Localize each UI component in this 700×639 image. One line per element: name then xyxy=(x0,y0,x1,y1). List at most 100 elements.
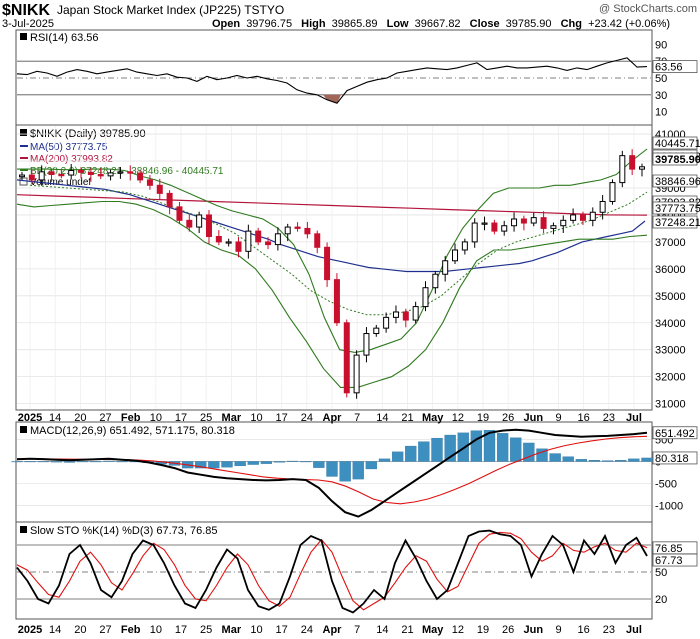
rsi-legend: RSI(14) 63.56 xyxy=(20,32,98,44)
macd-hist-bar xyxy=(286,460,299,462)
price-x-label: 17 xyxy=(175,412,187,424)
rsi-line xyxy=(16,57,648,104)
marks-layer xyxy=(11,57,653,614)
macd-hist-bar xyxy=(195,461,207,469)
macd-badge: 651.492 xyxy=(655,428,695,440)
candle-up xyxy=(639,166,645,170)
candle-down xyxy=(304,227,311,235)
candle-down xyxy=(146,179,153,186)
candle-down xyxy=(294,226,301,229)
price-badge-box xyxy=(652,174,698,188)
sto-x-label: Jul xyxy=(626,624,642,636)
candle-up xyxy=(471,222,478,243)
price-legend: $NIKK (Daily) 39785.90 MA(50) 37773.75 M… xyxy=(19,128,224,188)
price-badge: 37248.21 xyxy=(655,217,700,229)
candle-down xyxy=(87,171,94,176)
sto-d-badge: 76.85 xyxy=(655,543,683,555)
price-x-label: 2025 xyxy=(18,412,42,424)
macd-hist-bar xyxy=(50,461,63,463)
macd-hist-bar xyxy=(365,461,378,470)
bb-lower-line xyxy=(16,200,648,388)
candle-down xyxy=(48,171,55,176)
candle-down xyxy=(156,184,163,194)
price-x-label: Mar xyxy=(222,412,242,424)
high-value: 39865.89 xyxy=(332,18,378,30)
macd-hist-bar xyxy=(326,461,338,477)
candle-down xyxy=(166,192,173,208)
candle-up xyxy=(481,222,488,225)
candle-up xyxy=(560,219,567,227)
macd-legend-text: MACD(12,26,9) 651.492, 571.175, 80.318 xyxy=(30,425,235,437)
sto-x-label: 19 xyxy=(477,624,489,636)
price-badge-box xyxy=(652,201,698,215)
sto-x-label: 24 xyxy=(301,624,313,636)
macd-hist-bar xyxy=(470,430,483,462)
macd-hist-bar xyxy=(378,458,391,462)
candle-up xyxy=(609,182,616,202)
sto-x-label: 25 xyxy=(200,624,212,636)
candle-down xyxy=(579,214,586,221)
price-x-label: 19 xyxy=(477,412,489,424)
sto-x-label: 27 xyxy=(99,624,111,636)
stochastic-panel xyxy=(15,521,653,620)
rsi-panel xyxy=(15,29,653,126)
macd-hist-badge-box xyxy=(652,451,698,465)
price-y-tick: 32000 xyxy=(655,372,686,384)
price-x-label: 10 xyxy=(250,412,262,424)
sto-legend-text: Slow STO %K(14) %D(3) 67.73, 76.85 xyxy=(30,525,218,537)
candle-down xyxy=(265,241,272,246)
candle-up xyxy=(196,214,203,228)
sto-x-label: 12 xyxy=(452,624,464,636)
candle-down xyxy=(540,217,547,229)
macd-hist-bar xyxy=(90,461,102,463)
macd-hist-bar xyxy=(234,461,246,467)
bb-mid-line xyxy=(29,184,648,316)
candle-down xyxy=(127,171,134,174)
price-badge-box xyxy=(652,152,698,166)
candle-up xyxy=(511,218,518,227)
macd-hist-badge: 80.318 xyxy=(655,453,689,465)
candle-up xyxy=(530,217,537,224)
macd-hist-bar xyxy=(273,461,286,463)
sto-x-label: Apr xyxy=(323,624,343,636)
price-x-label: 16 xyxy=(578,412,590,424)
price-badge: 40445.71 xyxy=(655,138,700,150)
sto-x-label: 20 xyxy=(74,624,86,636)
volume-legend-swatch xyxy=(19,177,28,186)
macd-hist-bar xyxy=(510,437,522,462)
sto-y-tick: 20 xyxy=(655,594,667,606)
open-label: Open xyxy=(212,18,240,30)
macd-hist-bar xyxy=(300,461,312,463)
candle-down xyxy=(314,233,321,248)
sto-x-label: 23 xyxy=(603,624,615,636)
ma200-legend-text: MA(200) 37993.82 xyxy=(30,154,113,165)
candle-up xyxy=(422,287,429,308)
candle-up xyxy=(452,249,459,262)
price-x-label: Jul xyxy=(626,412,642,424)
candle-down xyxy=(255,230,262,243)
candle-up xyxy=(225,241,232,244)
candle-up xyxy=(107,172,114,177)
macd-hist-bar xyxy=(536,448,548,462)
sto-x-label: 2025 xyxy=(18,624,42,636)
candle-down xyxy=(58,174,65,177)
volume-legend-text: Volume undef xyxy=(30,177,91,188)
ma200-line xyxy=(16,194,648,216)
candle-up xyxy=(284,226,291,235)
macd-hist-bar xyxy=(221,461,233,468)
candle-down xyxy=(28,174,35,181)
sto-k-badge-box xyxy=(652,553,698,567)
candle-up xyxy=(501,225,508,232)
macd-hist-bar xyxy=(24,461,36,463)
macd-hist-bar xyxy=(588,460,601,462)
candle-down xyxy=(343,322,350,394)
bb-upper-line xyxy=(17,148,648,353)
sto-x-label: 10 xyxy=(150,624,162,636)
macd-hist-bar xyxy=(615,460,627,462)
macd-hist-bar xyxy=(339,461,351,482)
sto-d-line xyxy=(16,531,648,611)
macd-hist-bar xyxy=(418,441,430,462)
candle-down xyxy=(215,236,222,243)
sto-y-tick: 50 xyxy=(655,567,667,579)
candle-down xyxy=(402,311,409,321)
